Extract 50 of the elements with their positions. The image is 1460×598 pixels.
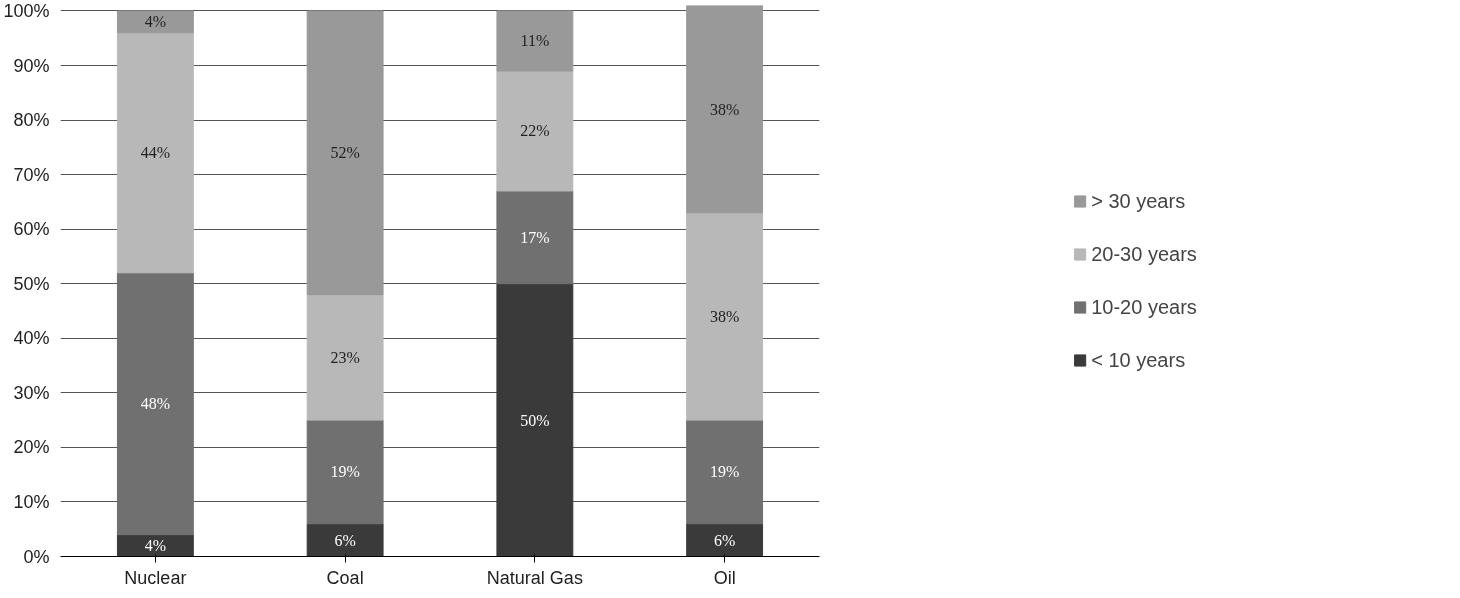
bar [116,272,194,536]
bar [116,32,194,274]
data-label: 38% [709,307,740,325]
bar [496,70,574,192]
bar [686,5,764,214]
data-label: 52% [330,144,360,162]
bar [306,10,384,296]
data-label: 6% [713,531,736,549]
x-tick-label: Oil [713,567,736,588]
data-label: 50% [520,411,550,429]
bar [306,523,384,557]
y-tick-label: 90% [13,55,50,76]
y-tick-label: 80% [13,110,50,131]
y-tick-label: 40% [13,328,50,349]
data-label: 44% [140,144,171,162]
data-label: 11% [520,32,550,50]
bar [116,10,194,34]
data-label: 48% [140,395,171,413]
x-tick-label: Natural Gas [486,567,583,588]
x-tick-label: Nuclear [124,567,187,588]
y-tick-label: 0% [23,546,50,567]
y-tick-label: 30% [13,382,50,403]
bar [306,294,384,421]
legend-label: 20-30 years [1091,242,1197,266]
legend-label: < 10 years [1091,348,1186,372]
data-label: 19% [330,463,360,481]
bar [686,212,764,421]
bar [306,419,384,525]
data-label: 4% [144,537,167,555]
data-label: 38% [709,100,740,118]
bar [496,283,574,557]
data-label: 4% [144,13,167,31]
bar [686,523,764,557]
legend-label: 10-20 years [1091,295,1197,319]
data-label: 23% [330,348,360,366]
data-label: 6% [334,531,356,549]
bar [496,10,574,72]
y-tick-label: 20% [13,437,50,458]
data-label: 17% [520,228,550,246]
x-tick-label: Coal [326,567,364,588]
data-label: 19% [709,463,740,481]
y-tick-label: 10% [13,491,50,512]
y-tick-label: 50% [13,273,50,294]
y-tick-label: 60% [13,219,50,240]
bar [686,419,764,525]
y-tick-label: 100% [3,0,50,21]
bar [496,190,574,285]
data-label: 22% [520,122,550,140]
y-tick-label: 70% [13,164,50,185]
legend-label: > 30 years [1091,189,1186,213]
